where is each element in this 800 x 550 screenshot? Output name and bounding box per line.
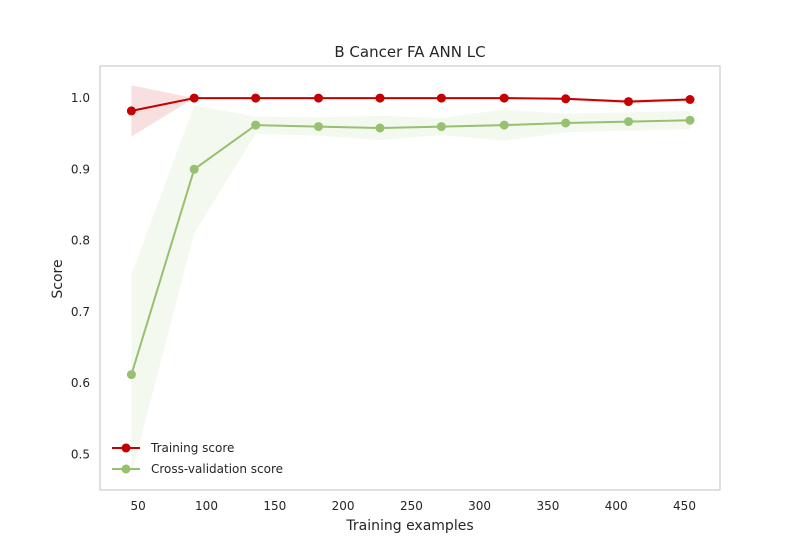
x-tick-label: 250 [400,499,423,513]
cross-validation-score-point [624,117,633,127]
y-tick-label: 0.6 [71,376,90,390]
confidence-bands [131,85,690,475]
training-score-point [189,93,199,103]
training-score-point [499,93,509,103]
training-score-point [251,93,261,103]
legend-training-marker [121,443,131,453]
y-tick-label: 0.8 [71,234,90,248]
chart-title: B Cancer FA ANN LC [334,43,485,61]
cross-validation-score-point [685,115,695,125]
legend-training-label: Training score [150,441,234,455]
x-tick-label: 50 [131,499,146,513]
x-tick-label: 400 [605,499,628,513]
cross-validation-score-point [499,120,509,130]
y-tick-label: 0.5 [71,447,90,461]
x-tick-label: 100 [195,499,218,513]
x-tick-label: 450 [673,499,696,513]
training-score-point [436,93,446,103]
y-tick-label: 0.9 [71,162,90,176]
x-tick-label: 350 [536,499,559,513]
cross-validation-score-point [251,120,261,130]
legend-cross-validation-marker [121,464,131,474]
y-axis-label: Score [50,259,66,298]
cross-validation-score-point [436,122,446,132]
cross-validation-score-point [375,123,385,133]
training-score-line [131,97,691,112]
training-score-point [561,94,571,104]
cross-validation-score-point [561,118,571,128]
x-tick-label: 150 [263,499,286,513]
cross-validation-score-line [130,119,691,375]
training-score-point [126,106,136,116]
x-axis-label: Training examples [345,518,473,534]
series-points [126,93,695,380]
y-axis-ticks: 0.5 0.6 0.7 0.8 0.9 1.0 [71,91,90,461]
legend: Training score Cross-validation score [112,441,283,476]
series-lines [130,97,691,375]
y-tick-label: 0.7 [71,305,90,319]
plot-frame [99,65,721,491]
x-tick-label: 200 [332,499,355,513]
y-tick-label: 1.0 [71,91,90,105]
training-score-point [624,97,633,107]
x-axis-ticks: 50 100 150 200 250 300 350 400 450 [131,499,696,513]
x-tick-label: 300 [468,499,491,513]
training-score-point [375,93,385,103]
cross-validation-score-point [314,122,323,132]
legend-cross-validation-label: Cross-validation score [151,462,283,476]
cross-validation-score-band [131,105,690,475]
cross-validation-score-point [126,370,136,380]
training-score-point [685,95,695,104]
training-score-point [314,93,323,103]
cross-validation-score-point [189,164,199,174]
